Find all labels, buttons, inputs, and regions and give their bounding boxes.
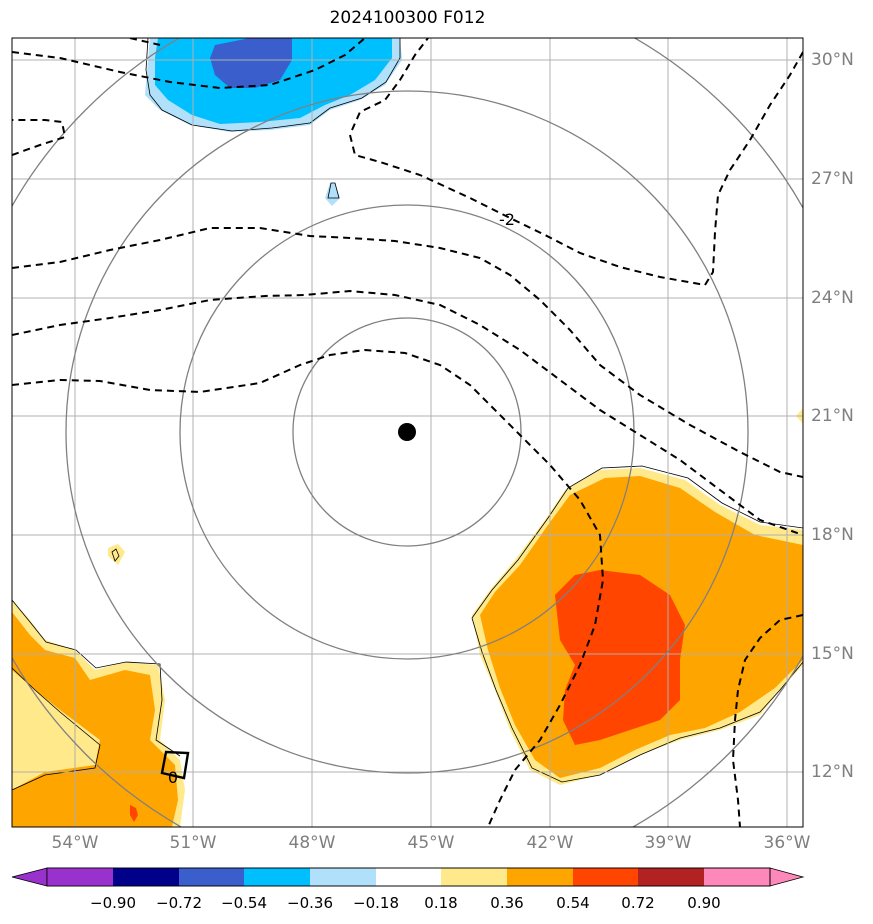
map-title: 2024100300 F012	[329, 8, 486, 28]
lat-label-12n: 12°N	[811, 762, 854, 782]
fill-outline-layer	[12, 38, 803, 791]
lat-label-27n: 27°N	[811, 169, 854, 189]
storm-center-marker	[398, 423, 416, 441]
contour-label-minus2: -2	[499, 210, 515, 229]
colorbar-segment-5	[310, 868, 376, 886]
colorbar-segment-6	[376, 868, 441, 886]
strong-anomaly-east	[555, 570, 685, 745]
colorbar-label-4: −0.36	[287, 894, 333, 912]
colorbar-frame-overlay	[46, 867, 771, 887]
colorbar-label-1: −0.90	[90, 894, 136, 912]
colorbar-label-10: 0.90	[687, 894, 721, 912]
colorbar-label-6: 0.18	[424, 894, 458, 912]
strong-anomaly-southwest	[130, 805, 138, 822]
graticule	[12, 38, 803, 827]
shading-layer	[12, 38, 803, 827]
positive-anomaly-southwest-core	[12, 612, 178, 827]
range-rings	[12, 38, 803, 827]
colorbar-extend-high	[769, 867, 805, 887]
lat-label-18n: 18°N	[811, 525, 854, 545]
colorbar-label-2: −0.72	[156, 894, 202, 912]
lat-label-15n: 15°N	[811, 644, 854, 664]
colorbar	[11, 867, 805, 887]
lon-label-48w: 48°W	[288, 833, 336, 853]
small-positive-spot	[108, 544, 125, 565]
lon-label-42w: 42°W	[526, 833, 574, 853]
lon-label-36w: 36°W	[763, 833, 811, 853]
dashed-contours	[12, 38, 803, 827]
colorbar-segment-4	[244, 868, 310, 886]
lon-label-54w: 54°W	[51, 833, 99, 853]
colorbar-segment-9	[573, 868, 638, 886]
lat-label-30n: 30°N	[811, 50, 854, 70]
contour-label-zero: 0	[168, 768, 178, 787]
colorbar-label-8: 0.54	[556, 894, 590, 912]
lat-label-24n: 24°N	[811, 288, 854, 308]
map-frame	[11, 37, 804, 828]
colorbar-label-9: 0.72	[621, 894, 655, 912]
colorbar-extend-low	[11, 867, 48, 887]
lat-label-21n: 21°N	[811, 406, 854, 426]
lon-label-39w: 39°W	[644, 833, 692, 853]
colorbar-segment-3	[179, 868, 244, 886]
colorbar-segment-8	[507, 868, 573, 886]
colorbar-segment-7	[441, 868, 507, 886]
zero-contour-box	[160, 750, 190, 780]
colorbar-segment-11	[704, 868, 770, 886]
lon-label-51w: 51°W	[169, 833, 217, 853]
colorbar-segment-2	[113, 868, 179, 886]
lon-label-45w: 45°W	[407, 833, 455, 853]
colorbar-label-3: −0.54	[221, 894, 267, 912]
colorbar-label-5: −0.18	[353, 894, 399, 912]
colorbar-segment-10	[638, 868, 704, 886]
strong-negative-anomaly-north	[210, 38, 292, 88]
colorbar-label-7: 0.36	[490, 894, 524, 912]
